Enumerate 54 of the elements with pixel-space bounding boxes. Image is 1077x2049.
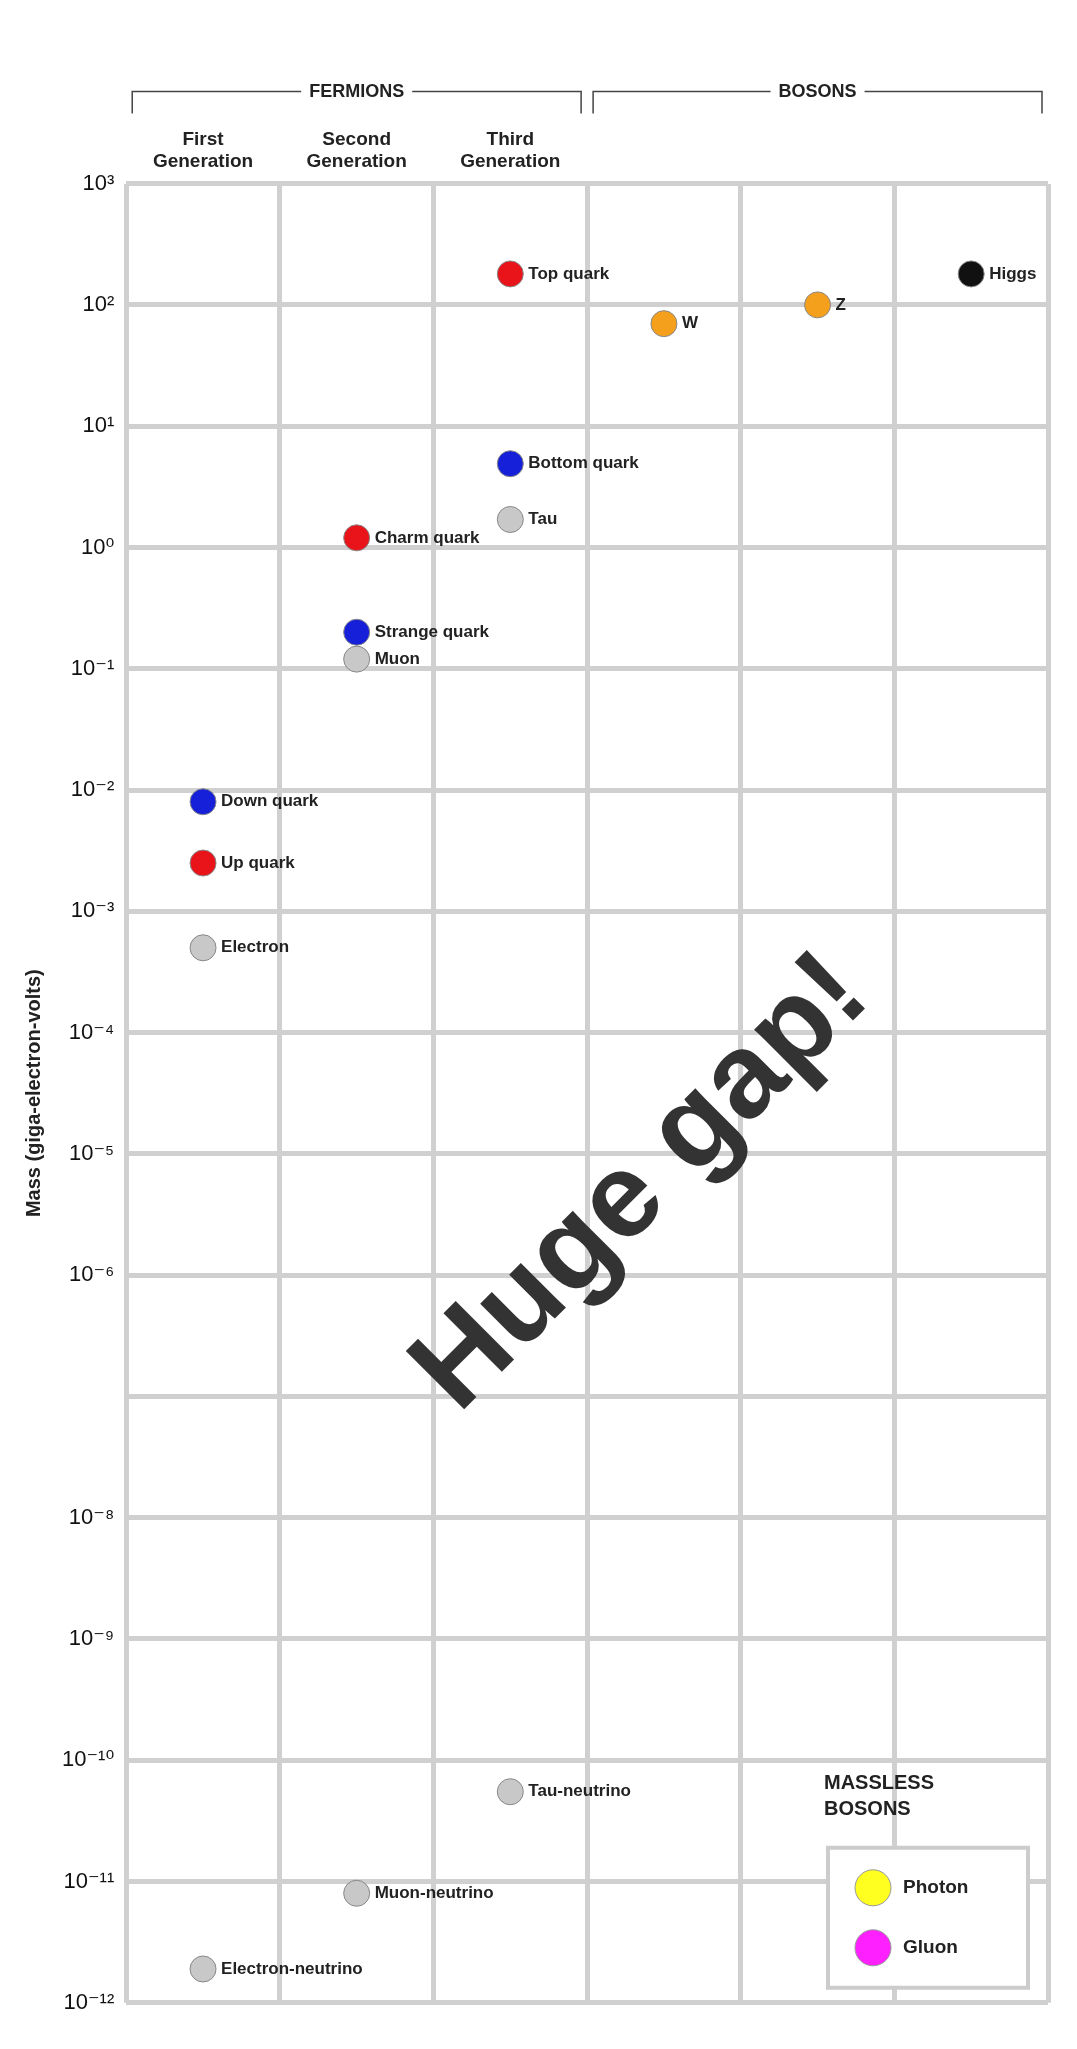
legend-label: Gluon xyxy=(903,1936,958,1958)
y-tick-label: 10¹ xyxy=(82,412,115,438)
series-label: Muon-neutrino xyxy=(374,1882,494,1902)
y-tick-label: 10⁻⁶ xyxy=(69,1261,115,1287)
series-label: Z xyxy=(835,294,846,314)
series-label: Charm quark xyxy=(374,527,481,547)
y-tick-label: 10⁰ xyxy=(80,533,115,559)
point xyxy=(343,645,371,673)
point xyxy=(343,524,371,552)
point xyxy=(496,1778,524,1806)
y-tick-label: 10³ xyxy=(82,169,115,195)
text: FERMIONS xyxy=(309,80,405,101)
y-tick-label: 10² xyxy=(82,290,115,316)
y-tick-label: 10⁻⁵ xyxy=(69,1139,115,1165)
y-tick-label: 10⁻¹² xyxy=(63,1988,115,2014)
y-tick-label: 10⁻² xyxy=(70,776,115,802)
y-axis-title: Mass (giga-electron-volts) xyxy=(21,969,44,1218)
series-label: Tau xyxy=(528,509,558,529)
legend-title: MASSLESS BOSONS xyxy=(824,1771,935,1820)
series-label: Bottom quark xyxy=(528,453,640,473)
series-label: Down quark xyxy=(221,791,319,811)
x-tick-label: Third Generation xyxy=(460,127,561,172)
point xyxy=(650,310,678,338)
series-label: W xyxy=(681,313,699,333)
legend-label: Photon xyxy=(903,1876,969,1898)
point xyxy=(189,934,217,962)
series-label: Muon xyxy=(374,648,420,668)
series-label: Tau-neutrino xyxy=(528,1781,631,1801)
series-label: Electron xyxy=(221,937,290,957)
series-label: Up quark xyxy=(221,852,296,872)
point xyxy=(189,1955,217,1983)
x-tick-label: First Generation xyxy=(152,127,254,172)
y-tick-label: 10⁻⁴ xyxy=(68,1018,115,1044)
x-tick-label: Second Generation xyxy=(306,127,407,172)
text: BOSONS xyxy=(778,80,857,101)
point xyxy=(343,618,371,646)
series-label: Strange quark xyxy=(374,621,490,641)
point xyxy=(804,291,832,319)
y-tick-label: 10⁻³ xyxy=(70,897,115,923)
point xyxy=(496,260,524,288)
point xyxy=(189,849,217,877)
point xyxy=(496,450,524,478)
point xyxy=(189,788,217,816)
y-tick-label: 10⁻¹⁰ xyxy=(61,1746,115,1772)
y-tick-label: 10⁻⁹ xyxy=(68,1625,115,1651)
y-tick-label: 10⁻¹¹ xyxy=(63,1867,115,1893)
series-label: Higgs xyxy=(989,263,1037,283)
series-label: Electron-neutrino xyxy=(221,1958,363,1978)
series-label: Top quark xyxy=(528,263,610,283)
point xyxy=(496,505,524,533)
point xyxy=(957,260,985,288)
y-tick-label: 10⁻¹ xyxy=(70,654,115,680)
y-tick-label: 10⁻⁸ xyxy=(68,1503,115,1529)
point xyxy=(343,1879,371,1907)
